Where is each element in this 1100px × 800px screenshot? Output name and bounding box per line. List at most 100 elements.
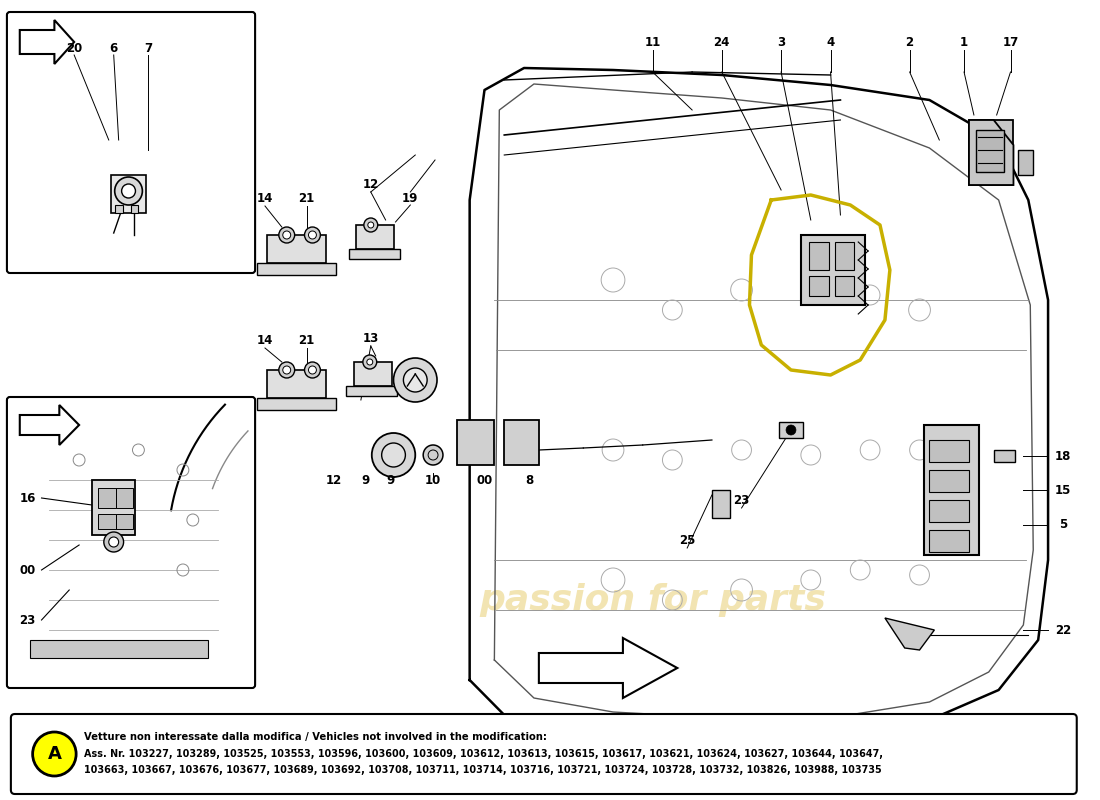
- Text: 8: 8: [525, 474, 533, 486]
- Text: 22: 22: [1055, 623, 1071, 637]
- Bar: [930, 500, 969, 522]
- Bar: [356, 225, 394, 249]
- Circle shape: [372, 433, 416, 477]
- Bar: [930, 530, 969, 552]
- Text: 2: 2: [905, 35, 914, 49]
- Bar: [808, 276, 828, 296]
- Text: 12: 12: [326, 474, 342, 486]
- Bar: [257, 398, 337, 410]
- Bar: [349, 249, 400, 259]
- Text: 1: 1: [960, 35, 968, 49]
- Circle shape: [114, 177, 142, 205]
- Bar: [969, 120, 1013, 185]
- Text: 5: 5: [1059, 518, 1067, 531]
- Bar: [131, 205, 139, 213]
- Text: Ass. Nr. 103227, 103289, 103525, 103553, 103596, 103600, 103609, 103612, 103613,: Ass. Nr. 103227, 103289, 103525, 103553,…: [84, 749, 883, 759]
- Text: 14: 14: [256, 191, 273, 205]
- Circle shape: [786, 425, 796, 435]
- Bar: [257, 263, 337, 275]
- Text: 19: 19: [403, 191, 418, 205]
- Text: 9: 9: [386, 474, 395, 486]
- Bar: [835, 242, 855, 270]
- Text: 00: 00: [476, 474, 493, 486]
- Circle shape: [308, 231, 317, 239]
- Bar: [801, 235, 866, 305]
- Bar: [456, 420, 494, 465]
- Bar: [976, 130, 1003, 172]
- Bar: [114, 205, 122, 213]
- Polygon shape: [20, 405, 79, 445]
- Text: 103663, 103667, 103676, 103677, 103689, 103692, 103708, 103711, 103714, 103716, : 103663, 103667, 103676, 103677, 103689, …: [84, 765, 882, 775]
- Circle shape: [283, 231, 290, 239]
- Polygon shape: [884, 618, 934, 650]
- Text: 11: 11: [645, 35, 661, 49]
- FancyBboxPatch shape: [7, 12, 255, 273]
- Circle shape: [305, 227, 320, 243]
- FancyBboxPatch shape: [7, 397, 255, 688]
- Circle shape: [404, 368, 427, 392]
- Text: 9: 9: [362, 474, 370, 486]
- Text: 14: 14: [256, 334, 273, 346]
- Bar: [111, 175, 146, 213]
- Circle shape: [308, 366, 317, 374]
- Bar: [92, 480, 135, 535]
- Text: 24: 24: [714, 35, 730, 49]
- Text: 12: 12: [363, 178, 378, 191]
- Text: 7: 7: [144, 42, 153, 54]
- Bar: [98, 488, 116, 508]
- Text: 16: 16: [20, 491, 36, 505]
- Text: 21: 21: [298, 334, 315, 346]
- Circle shape: [109, 537, 119, 547]
- Circle shape: [33, 732, 76, 776]
- Text: 3: 3: [777, 35, 785, 49]
- Circle shape: [122, 184, 135, 198]
- Bar: [267, 235, 327, 263]
- Circle shape: [278, 227, 295, 243]
- Bar: [930, 470, 969, 492]
- Text: 21: 21: [298, 191, 315, 205]
- Bar: [346, 386, 397, 396]
- Circle shape: [394, 358, 437, 402]
- Circle shape: [424, 445, 443, 465]
- Text: 15: 15: [1055, 483, 1071, 497]
- Circle shape: [283, 366, 290, 374]
- Text: 17: 17: [1002, 35, 1019, 49]
- Bar: [924, 425, 979, 555]
- Circle shape: [363, 355, 376, 369]
- Bar: [779, 422, 803, 438]
- Bar: [504, 420, 539, 465]
- Bar: [712, 490, 729, 518]
- Bar: [1019, 150, 1033, 175]
- Text: 23: 23: [20, 614, 36, 626]
- Circle shape: [367, 222, 374, 228]
- Circle shape: [278, 362, 295, 378]
- Bar: [993, 450, 1015, 462]
- Bar: [30, 640, 208, 658]
- Circle shape: [382, 443, 406, 467]
- Circle shape: [305, 362, 320, 378]
- Text: 4: 4: [826, 35, 835, 49]
- Circle shape: [366, 359, 373, 365]
- Text: passion for parts: passion for parts: [480, 583, 826, 617]
- Circle shape: [103, 532, 123, 552]
- Text: 23: 23: [734, 494, 750, 506]
- Bar: [930, 440, 969, 462]
- Polygon shape: [20, 20, 74, 64]
- Bar: [98, 514, 116, 529]
- Bar: [116, 488, 133, 508]
- Bar: [116, 514, 133, 529]
- Text: 6: 6: [110, 42, 118, 54]
- Text: 13: 13: [363, 331, 378, 345]
- Text: 18: 18: [1055, 450, 1071, 462]
- Text: 25: 25: [679, 534, 695, 546]
- Circle shape: [364, 218, 377, 232]
- Polygon shape: [539, 638, 678, 698]
- Text: 00: 00: [20, 563, 36, 577]
- Text: pro
parts: pro parts: [107, 534, 239, 626]
- Bar: [354, 362, 392, 386]
- Bar: [808, 242, 828, 270]
- Bar: [835, 276, 855, 296]
- Polygon shape: [969, 120, 1013, 185]
- Bar: [267, 370, 327, 398]
- Text: 20: 20: [66, 42, 82, 54]
